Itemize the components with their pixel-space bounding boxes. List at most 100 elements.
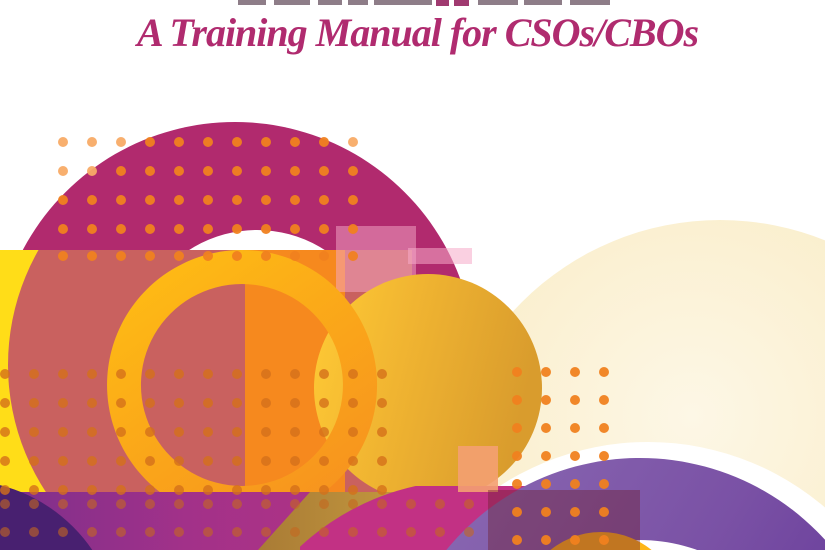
dot [290,427,300,437]
dot [116,485,126,495]
dot [0,369,10,379]
dot [435,527,445,537]
dot [174,195,184,205]
dot [174,398,184,408]
dot [319,398,329,408]
dot [348,166,358,176]
dot [541,479,551,489]
dot [116,499,126,509]
dot [290,166,300,176]
dot [261,398,271,408]
dot [290,485,300,495]
dot [145,224,155,234]
dot [348,427,358,437]
dot [203,527,213,537]
dot [599,395,609,405]
dot [174,166,184,176]
dot [145,527,155,537]
dot [87,137,97,147]
dot [203,398,213,408]
dot [87,398,97,408]
dot [290,398,300,408]
dot [29,485,39,495]
dot [116,137,126,147]
dot [541,423,551,433]
dot [599,451,609,461]
dot [348,369,358,379]
dot [0,485,10,495]
dot [377,369,387,379]
dot [290,456,300,466]
dot [203,369,213,379]
dot [261,427,271,437]
dot [87,224,97,234]
dot [232,456,242,466]
dot [406,499,416,509]
dot [174,485,184,495]
dot [0,499,10,509]
dot [58,456,68,466]
dot [512,423,522,433]
dot [116,224,126,234]
dot [512,507,522,517]
dot [29,398,39,408]
dot [348,485,358,495]
dot [58,485,68,495]
dot [348,224,358,234]
dot [0,456,10,466]
dot [145,369,155,379]
dot [464,527,474,537]
dot [319,369,329,379]
dot [377,485,387,495]
dot [87,499,97,509]
dot [58,166,68,176]
dot [319,485,329,495]
dot [87,485,97,495]
dot [145,251,155,261]
dot [145,398,155,408]
dot [58,195,68,205]
dot [377,398,387,408]
dot [145,427,155,437]
dot [261,527,271,537]
dot [261,195,271,205]
dot [290,527,300,537]
dot [174,137,184,147]
dot [599,479,609,489]
dot [319,499,329,509]
dot [348,137,358,147]
dot [203,499,213,509]
dot [435,499,445,509]
dot [58,137,68,147]
dot [203,485,213,495]
dot [541,367,551,377]
dot [203,456,213,466]
dot [570,423,580,433]
dot [512,535,522,545]
dot [58,427,68,437]
dot [377,456,387,466]
maroon-overlay-rect [488,490,640,550]
dot [599,367,609,377]
dot [512,479,522,489]
dot [570,367,580,377]
dot [174,224,184,234]
dot [232,398,242,408]
dot [87,166,97,176]
dot [203,224,213,234]
dot [319,195,329,205]
dot [58,369,68,379]
dot [261,166,271,176]
dot [599,423,609,433]
dot [145,166,155,176]
dot [58,398,68,408]
purple-ring [446,458,825,550]
dot [203,166,213,176]
dot [348,527,358,537]
dot [29,427,39,437]
dot [319,224,329,234]
dot [232,427,242,437]
dot [203,427,213,437]
dot [116,427,126,437]
